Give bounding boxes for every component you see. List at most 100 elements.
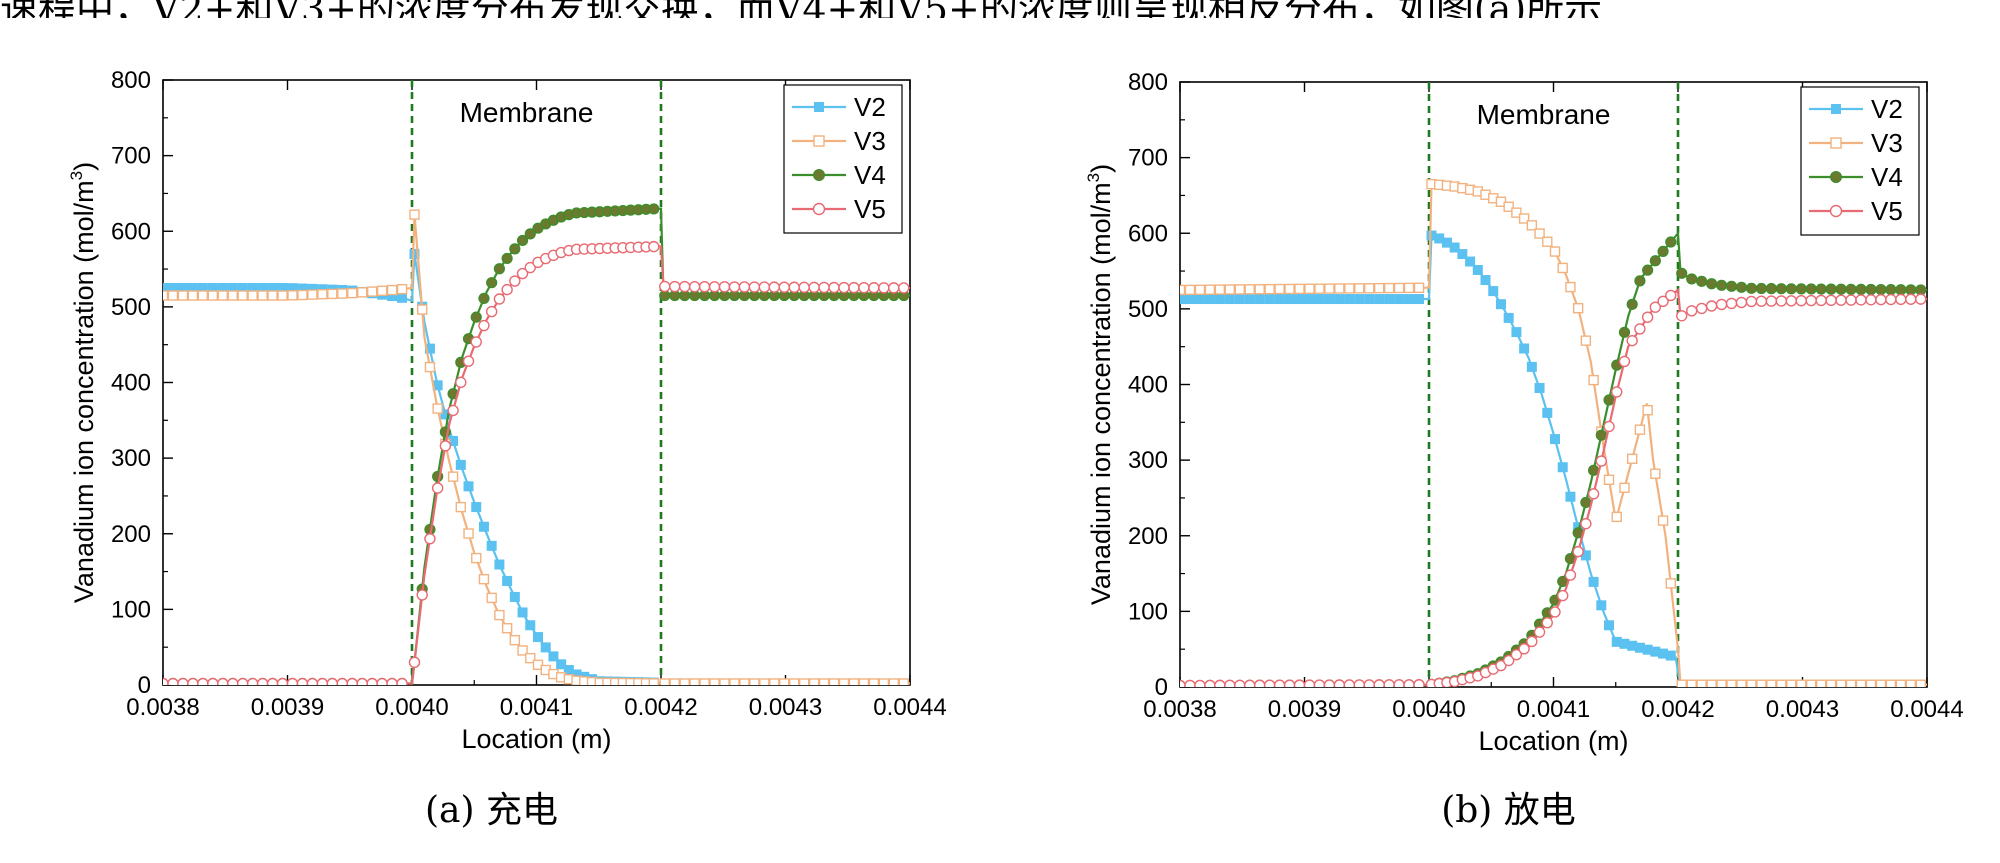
legend-marker-V2 [1831, 104, 1841, 114]
marker-V2 [409, 248, 420, 259]
marker-V2 [1480, 275, 1491, 286]
marker-V3 [1324, 283, 1335, 294]
marker-V4 [1706, 278, 1718, 290]
marker-V4 [1603, 394, 1615, 406]
marker-V3 [257, 290, 268, 301]
marker-V3 [277, 290, 288, 301]
marker-V5 [470, 336, 482, 348]
marker-V4 [1634, 275, 1646, 287]
marker-V3 [366, 286, 378, 297]
marker-V5 [748, 281, 761, 293]
marker-V4 [1785, 283, 1797, 295]
marker-V4 [1865, 283, 1877, 296]
marker-V3 [1786, 679, 1797, 687]
marker-V3 [187, 290, 199, 301]
marker-V4 [1775, 283, 1787, 295]
marker-V3 [525, 652, 536, 664]
marker-V5 [728, 281, 741, 293]
marker-V2 [1204, 294, 1215, 305]
legend-marker-V5 [812, 202, 826, 216]
marker-V3 [1214, 284, 1226, 295]
marker-V5 [1273, 679, 1286, 687]
marker-V3 [858, 678, 870, 685]
y-tick-label: 400 [1128, 372, 1168, 399]
marker-V5 [1194, 679, 1206, 687]
marker-V5 [478, 319, 490, 332]
marker-V5 [868, 282, 880, 294]
series-line-V4 [163, 207, 910, 685]
plot-area [1180, 178, 1927, 687]
marker-V2 [1324, 294, 1335, 305]
legend-marker-V4 [813, 169, 825, 181]
marker-V2 [1214, 294, 1225, 305]
marker-V5 [1745, 295, 1758, 308]
marker-V2 [1549, 434, 1560, 445]
marker-V5 [1495, 659, 1507, 672]
y-tick-label: 800 [1128, 69, 1168, 96]
marker-V5 [524, 261, 536, 274]
marker-V3 [376, 285, 388, 297]
marker-V3 [769, 678, 780, 685]
marker-V5 [1283, 679, 1296, 687]
marker-V5 [698, 281, 711, 293]
marker-V3 [868, 678, 880, 685]
marker-V5 [1533, 626, 1546, 638]
marker-V4 [1657, 245, 1669, 257]
marker-V3 [1413, 282, 1425, 293]
marker-V5 [1526, 635, 1538, 648]
marker-V5 [1510, 648, 1523, 661]
marker-V5 [1234, 679, 1246, 687]
marker-V2 [517, 607, 528, 618]
marker-V3 [1796, 679, 1807, 687]
marker-V3 [501, 623, 513, 634]
marker-V4 [1642, 264, 1654, 276]
membrane-annotation: Membrane [460, 97, 594, 128]
series-line-V5 [163, 245, 910, 685]
legend-label-V4: V4 [854, 160, 886, 190]
legend-label-V5: V5 [1871, 196, 1903, 226]
y-tick-label: 800 [111, 67, 151, 94]
marker-V3 [1534, 228, 1545, 239]
marker-V3 [1603, 474, 1615, 485]
marker-V3 [808, 678, 820, 685]
marker-V3 [1511, 207, 1522, 218]
marker-V5 [306, 677, 319, 685]
marker-V5 [738, 281, 751, 293]
marker-V2 [163, 282, 168, 293]
marker-V4 [1835, 283, 1847, 295]
marker-V3 [1676, 679, 1687, 687]
y-tick-label: 100 [111, 596, 151, 623]
y-axis-label-main: Vanadium ion concentration (mol/m [1086, 182, 1116, 605]
marker-V5 [1634, 323, 1646, 335]
marker-V5 [1795, 294, 1807, 307]
marker-V3 [1895, 679, 1907, 687]
marker-V2 [1314, 294, 1325, 305]
marker-V5 [1905, 293, 1917, 305]
marker-V3 [494, 609, 505, 621]
y-tick-label: 300 [111, 445, 151, 472]
marker-V3 [455, 501, 467, 513]
marker-V2 [486, 540, 497, 551]
marker-V2 [1604, 620, 1615, 631]
x-tick-label: 0.0038 [1143, 696, 1216, 723]
legend-label-V5: V5 [854, 194, 886, 224]
marker-V3 [1565, 281, 1576, 293]
marker-V5 [878, 282, 890, 294]
marker-V5 [408, 656, 421, 669]
marker-V5 [708, 281, 721, 293]
y-axis-label-main: Vanadium ion concentration (mol/m [69, 180, 99, 603]
y-tick-label: 600 [1128, 220, 1168, 247]
marker-V5 [1587, 488, 1600, 500]
series-line-V5 [1180, 287, 1927, 687]
marker-V5 [1875, 293, 1887, 306]
marker-V2 [502, 575, 513, 586]
marker-V3 [1304, 283, 1315, 294]
marker-V5 [217, 677, 229, 685]
marker-V5 [207, 677, 219, 685]
marker-V3 [1746, 679, 1757, 687]
marker-V5 [659, 280, 671, 293]
marker-V5 [1845, 294, 1857, 306]
x-tick-label: 0.0044 [1890, 696, 1963, 723]
marker-V3 [1580, 335, 1592, 346]
